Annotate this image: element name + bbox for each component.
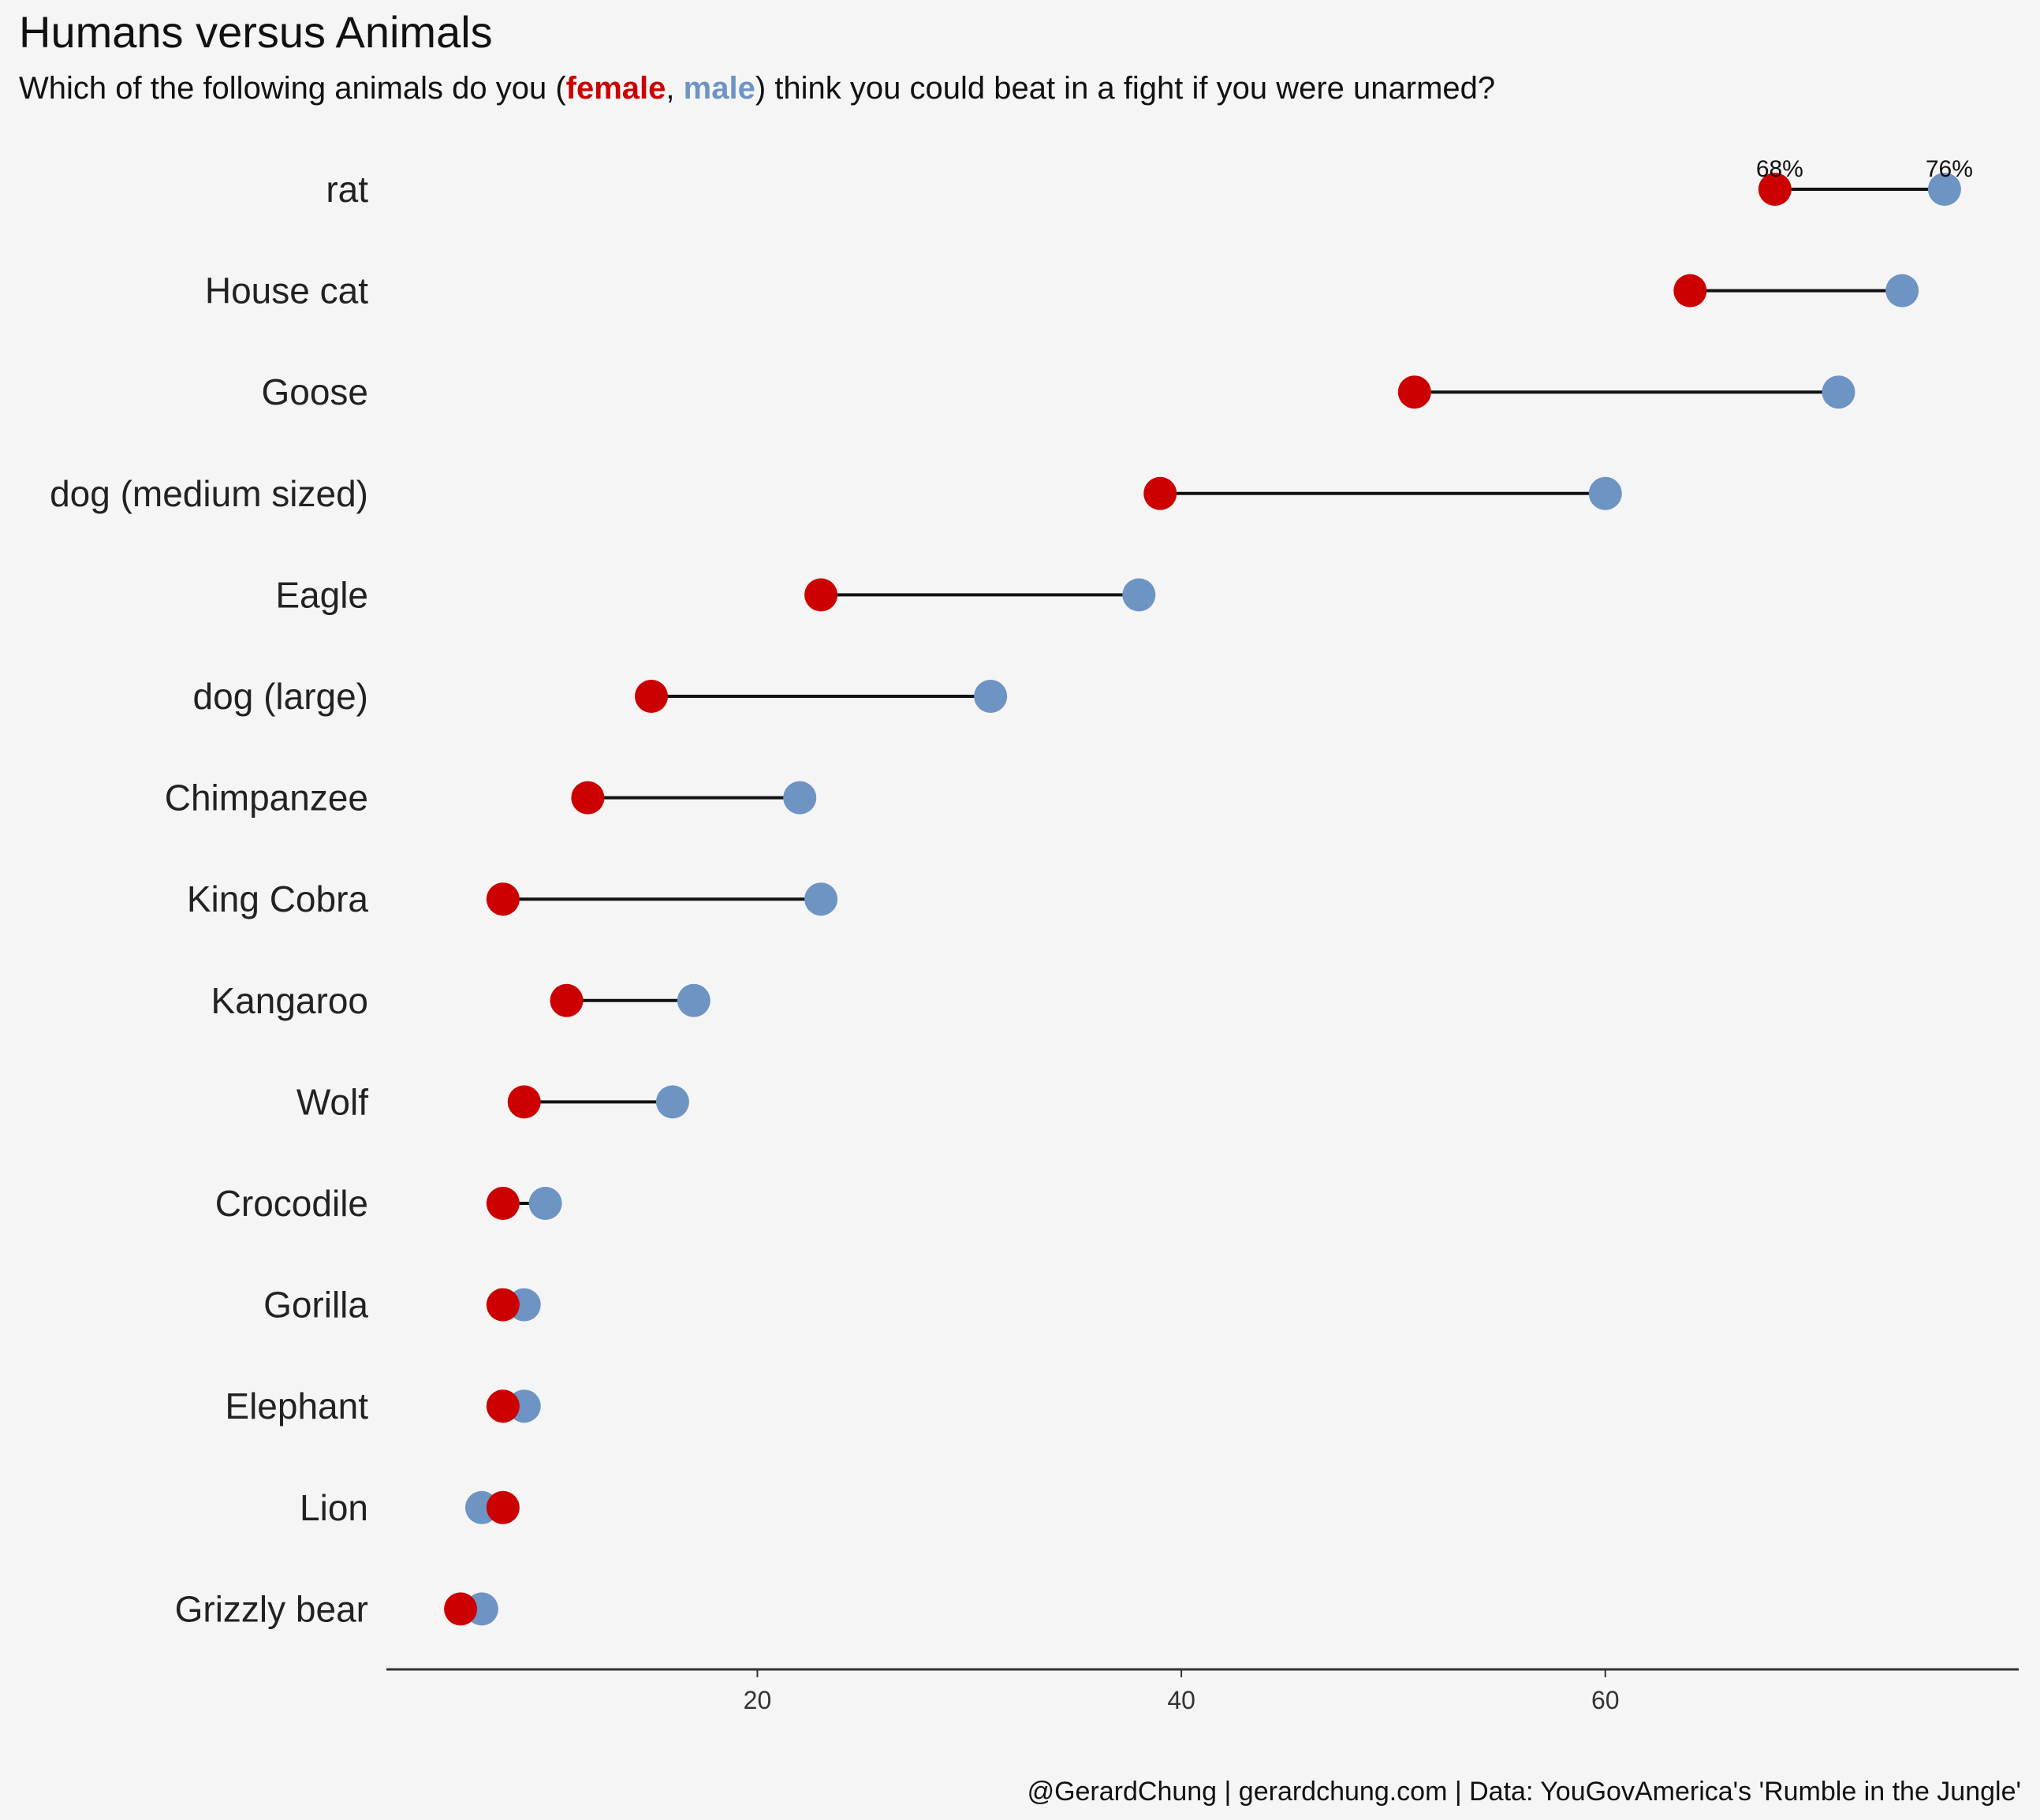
male-point bbox=[974, 680, 1008, 713]
category-label: House cat bbox=[205, 270, 368, 311]
category-label: King Cobra bbox=[187, 878, 369, 919]
female-point bbox=[1758, 173, 1792, 206]
male-point bbox=[1822, 375, 1855, 409]
category-label: Eagle bbox=[275, 574, 368, 615]
female-point bbox=[804, 578, 838, 612]
female-point bbox=[486, 882, 520, 916]
category-label: Goose bbox=[261, 371, 368, 412]
male-point bbox=[528, 1187, 562, 1220]
category-label: Chimpanzee bbox=[165, 778, 368, 819]
male-point bbox=[783, 781, 817, 815]
female-point bbox=[635, 680, 669, 713]
male-point bbox=[677, 983, 710, 1017]
female-point bbox=[486, 1288, 520, 1322]
male-point bbox=[804, 882, 838, 916]
category-label: dog (large) bbox=[193, 676, 368, 717]
subtitle-text-before: Which of the following animals do you ( bbox=[19, 71, 566, 106]
female-point bbox=[550, 983, 584, 1017]
value-annotation: 76% bbox=[1926, 156, 1973, 182]
male-point bbox=[1885, 274, 1919, 308]
female-point bbox=[1143, 476, 1177, 510]
x-tick-label: 40 bbox=[1167, 1686, 1195, 1714]
male-point bbox=[1122, 578, 1156, 612]
x-tick-label: 20 bbox=[744, 1686, 772, 1714]
category-label: Lion bbox=[300, 1487, 368, 1528]
category-label: Wolf bbox=[296, 1081, 368, 1122]
female-point bbox=[507, 1085, 541, 1119]
legend-female-label: female bbox=[565, 71, 666, 106]
category-label: Grizzly bear bbox=[175, 1588, 368, 1629]
category-label: Kangaroo bbox=[211, 980, 369, 1021]
subtitle-separator: , bbox=[666, 71, 684, 106]
category-label: Elephant bbox=[225, 1386, 368, 1427]
female-point bbox=[1397, 375, 1431, 409]
male-point bbox=[655, 1085, 689, 1119]
male-point bbox=[1588, 476, 1622, 510]
chart-subtitle: Which of the following animals do you (f… bbox=[19, 71, 1495, 106]
value-annotation: 68% bbox=[1756, 156, 1803, 182]
female-point bbox=[1673, 274, 1707, 308]
female-point bbox=[486, 1187, 520, 1220]
category-label: Gorilla bbox=[263, 1285, 368, 1326]
chart-title: Humans versus Animals bbox=[19, 7, 493, 57]
category-label: Crocodile bbox=[215, 1183, 368, 1224]
female-point bbox=[486, 1490, 520, 1524]
category-label: rat bbox=[326, 169, 368, 210]
category-label: dog (medium sized) bbox=[50, 473, 368, 514]
female-point bbox=[486, 1389, 520, 1423]
chart-caption: @GerardChung | gerardchung.com | Data: Y… bbox=[1027, 1777, 2021, 1807]
female-point bbox=[571, 781, 605, 815]
legend-male-label: male bbox=[683, 71, 755, 106]
subtitle-text-after: ) think you could beat in a fight if you… bbox=[755, 71, 1496, 106]
male-point bbox=[1927, 173, 1961, 206]
x-tick-label: 60 bbox=[1591, 1686, 1620, 1714]
female-point bbox=[444, 1592, 478, 1626]
